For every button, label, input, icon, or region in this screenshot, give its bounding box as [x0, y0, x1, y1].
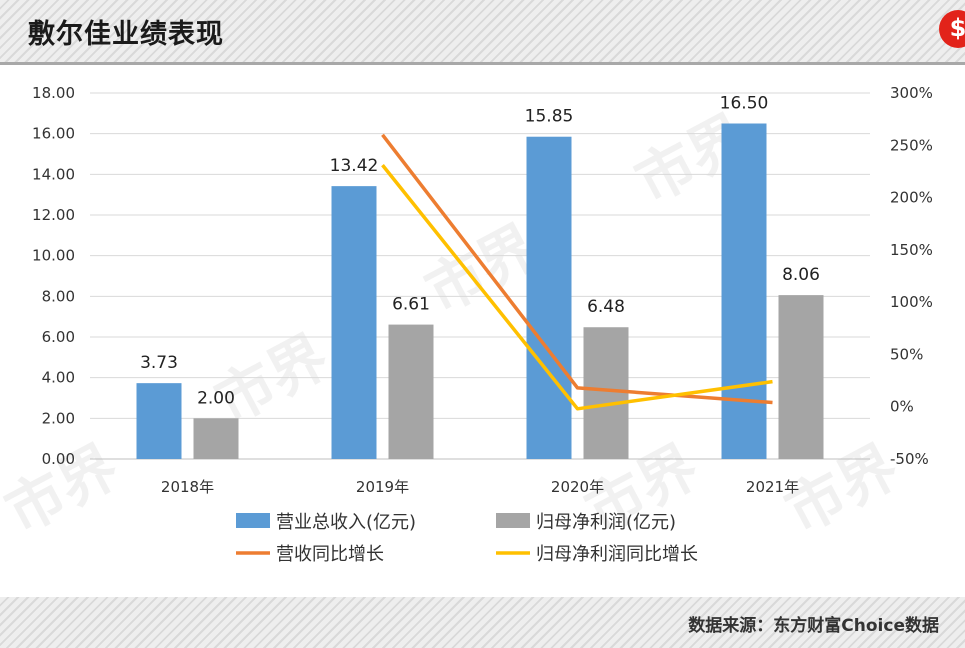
legend-label: 归母净利润同比增长 — [536, 544, 698, 565]
footer-bar: 数据来源：东方财富Choice数据 — [0, 597, 965, 648]
right-axis-tick: 200% — [890, 189, 933, 207]
data-labels: 3.73 13.42 15.85 16.50 2.00 6.61 6.48 8.06 — [140, 94, 820, 409]
left-axis-tick: 6.00 — [42, 328, 75, 346]
source-note: 数据来源：东方财富Choice数据 — [688, 616, 939, 636]
data-label: 6.48 — [587, 297, 625, 317]
right-axis-tick: 0% — [890, 398, 914, 416]
bar — [721, 123, 767, 459]
data-label: 15.85 — [525, 107, 574, 127]
bars — [136, 123, 824, 460]
legend-label: 营业总收入(亿元) — [276, 512, 416, 533]
x-axis-tick: 2021年 — [746, 478, 799, 496]
header-bar: 敷尔佳业绩表现 $ 市界 — [0, 0, 965, 65]
bar — [388, 324, 434, 459]
right-axis-tick: 300% — [890, 84, 933, 102]
series-line — [381, 133, 773, 405]
bar — [526, 136, 572, 459]
legend-label: 营收同比增长 — [276, 544, 384, 565]
legend-label: 归母净利润(亿元) — [536, 512, 676, 533]
x-axis-tick: 2019年 — [356, 478, 409, 496]
bar — [136, 383, 182, 459]
left-axis-tick: 16.00 — [32, 125, 75, 143]
bar — [778, 295, 824, 459]
legend-swatch — [496, 513, 530, 528]
axes: 0.00 2.00 4.00 6.00 8.00 10.00 12.00 14.00 16.00… — [32, 84, 933, 496]
right-axis-tick: 50% — [890, 345, 923, 363]
data-label: 2.00 — [197, 388, 235, 408]
data-label: 8.06 — [782, 265, 820, 285]
left-axis-tick: 12.00 — [32, 206, 75, 224]
left-axis-tick: 18.00 — [32, 84, 75, 102]
right-axis-tick: 150% — [890, 241, 933, 259]
right-axis-tick: 100% — [890, 293, 933, 311]
data-label: 6.61 — [392, 295, 430, 315]
left-axis-tick: 4.00 — [42, 369, 75, 387]
left-axis-tick: 8.00 — [42, 287, 75, 305]
right-axis-tick: 250% — [890, 136, 933, 154]
left-axis-tick: 0.00 — [42, 450, 75, 468]
page-title: 敷尔佳业绩表现 — [28, 19, 224, 50]
data-label: 16.50 — [720, 94, 769, 114]
bar — [331, 186, 377, 460]
legend-swatch — [236, 513, 270, 528]
right-axis-tick: -50% — [890, 450, 929, 468]
data-label: 13.42 — [330, 156, 379, 176]
growth-lines — [381, 133, 773, 411]
bar — [583, 327, 629, 459]
bar — [193, 418, 239, 459]
legend: 营业总收入(亿元) 归母净利润(亿元) 营收同比增长 归母净利润同比增长 — [236, 512, 698, 565]
x-axis-tick: 2020年 — [551, 478, 604, 496]
left-axis-tick: 2.00 — [42, 409, 75, 427]
x-axis-tick: 2018年 — [161, 478, 214, 496]
left-axis-tick: 10.00 — [32, 247, 75, 265]
s-circle-logo-icon: $ — [939, 10, 965, 48]
left-axis-tick: 14.00 — [32, 165, 75, 183]
data-label: 3.73 — [140, 353, 178, 373]
series-line — [381, 164, 773, 411]
